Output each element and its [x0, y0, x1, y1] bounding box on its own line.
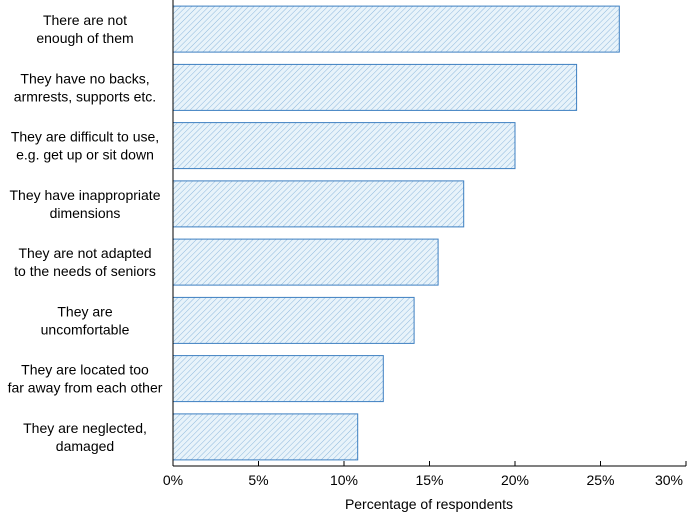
category-label-line: They are not adapted — [18, 245, 151, 261]
category-label-line: to the needs of seniors — [14, 263, 156, 279]
bar-0 — [172, 5, 620, 53]
category-label-line: They have no backs, — [20, 70, 149, 86]
bar-6 — [172, 355, 384, 403]
category-label-line: damaged — [56, 438, 114, 454]
category-label-2: They are difficult to use, e.g. get up or… — [11, 129, 159, 163]
category-label-line: armrests, supports etc. — [14, 88, 156, 104]
x-axis-title: Percentage of respondents — [345, 496, 513, 512]
category-label-line: They are neglected, — [23, 420, 147, 436]
x-tick-label-1: 5% — [248, 472, 268, 488]
category-label-6: They are located too far away from each o… — [8, 362, 163, 396]
category-labels: There are not enough of them They have no … — [8, 12, 163, 454]
category-label-line: enough of them — [36, 30, 133, 46]
category-label-line: They are located too — [21, 362, 149, 378]
x-tick-label-6: 30% — [655, 472, 683, 488]
x-tick-label-2: 10% — [330, 472, 358, 488]
bars-group — [172, 5, 620, 461]
category-label-line: far away from each other — [8, 380, 163, 396]
x-tick-label-3: 15% — [415, 472, 443, 488]
x-tick-label-5: 25% — [586, 472, 614, 488]
category-label-3: They have inappropriate dimensions — [10, 187, 161, 221]
bar-4 — [172, 238, 439, 286]
x-axis: 0% 5% 10% 15% 20% 25% 30% — [163, 0, 687, 488]
category-label-line: They are — [57, 303, 112, 319]
x-tick-label-0: 0% — [163, 472, 183, 488]
category-label-line: dimensions — [50, 205, 121, 221]
category-label-4: They are not adapted to the needs of seni… — [14, 245, 156, 279]
category-label-0: There are not enough of them — [36, 12, 133, 46]
bar-5 — [172, 296, 415, 344]
category-label-line: They are difficult to use, — [11, 129, 159, 145]
bar-2 — [172, 122, 516, 170]
bar-3 — [172, 180, 465, 228]
category-label-line: uncomfortable — [41, 321, 130, 337]
category-label-1: They have no backs, armrests, supports et… — [14, 70, 156, 104]
category-label-line: There are not — [43, 12, 127, 28]
category-label-7: They are neglected, damaged — [23, 420, 147, 454]
bar-7 — [172, 413, 359, 461]
x-tick-label-4: 20% — [501, 472, 529, 488]
category-label-line: e.g. get up or sit down — [16, 147, 154, 163]
category-label-line: They have inappropriate — [10, 187, 161, 203]
bar-1 — [172, 63, 578, 111]
category-label-5: They are uncomfortable — [41, 303, 130, 337]
